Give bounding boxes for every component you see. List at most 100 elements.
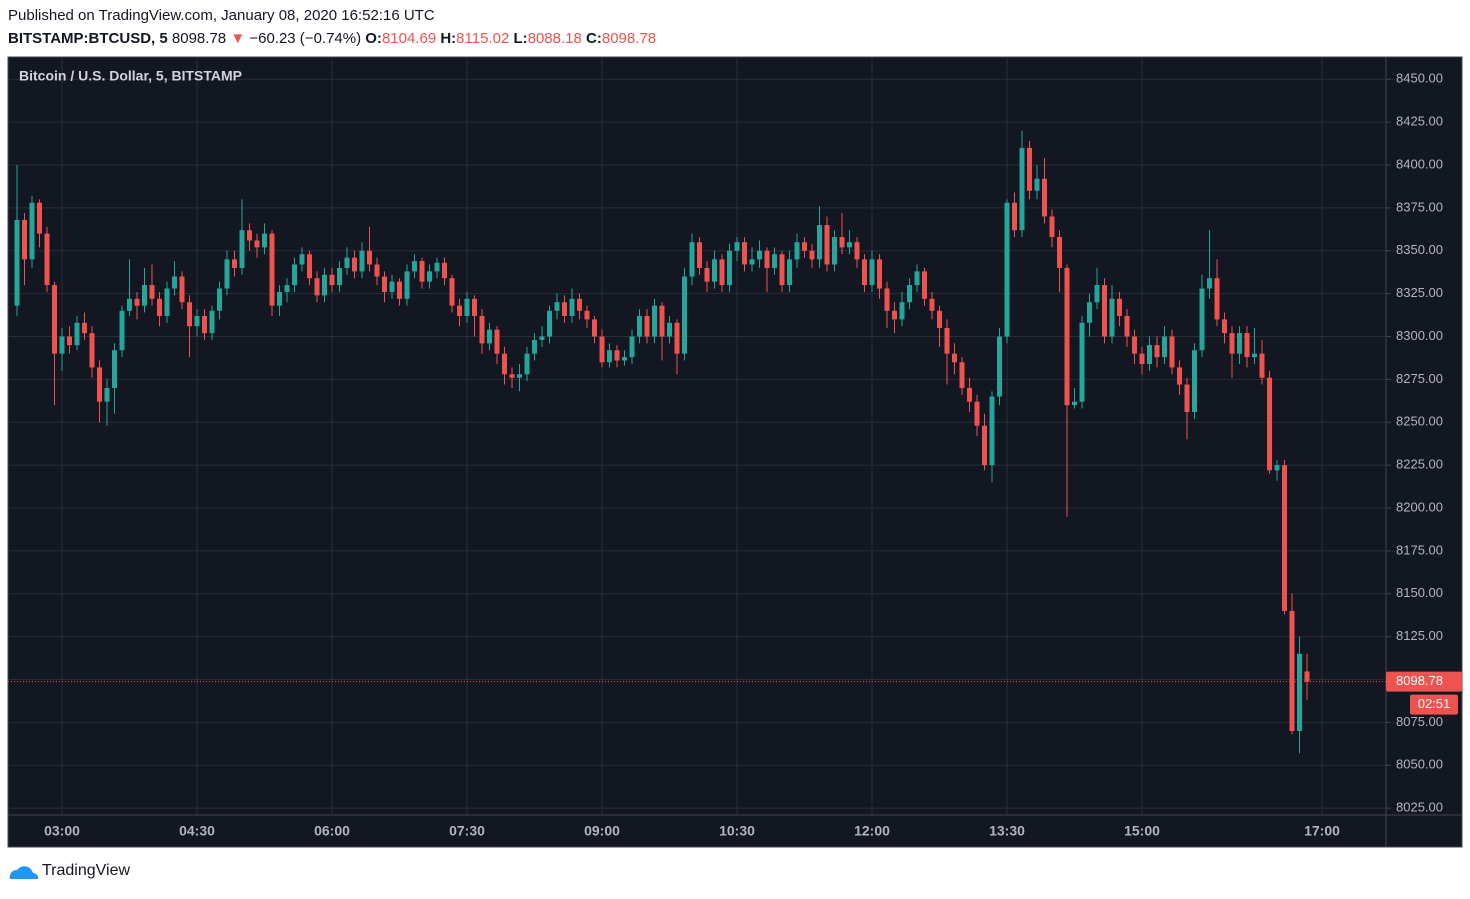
candle-body — [427, 271, 432, 282]
candle-body — [1169, 336, 1175, 368]
candle-body — [464, 298, 470, 316]
candle-body — [97, 367, 102, 402]
candle-body — [989, 396, 995, 466]
candle-body — [682, 276, 687, 354]
candle-body — [577, 298, 582, 311]
candle-body — [1207, 278, 1212, 289]
candle-body — [607, 350, 612, 363]
candle-body — [1184, 384, 1190, 412]
candle-body — [1154, 345, 1160, 358]
candle-body — [1139, 353, 1145, 364]
candle-body — [44, 233, 50, 286]
candle-body — [592, 319, 597, 337]
candle-body — [397, 281, 402, 299]
candle-body — [1079, 322, 1085, 402]
candle-body — [389, 281, 395, 292]
candle-body — [1222, 319, 1227, 334]
candle-body — [869, 259, 875, 286]
y-tick-label: 8125.00 — [1396, 628, 1443, 643]
candle-body — [929, 298, 935, 311]
logo: TradingView — [9, 862, 130, 879]
candle-body — [292, 264, 297, 286]
y-tick-label: 8400.00 — [1396, 156, 1443, 171]
candle-body — [59, 336, 65, 354]
candle-body — [734, 242, 740, 251]
y-tick-label: 8050.00 — [1396, 757, 1443, 772]
candle-body — [449, 278, 455, 306]
candle-body — [164, 288, 170, 316]
candle-body — [1087, 302, 1092, 323]
candle-body — [1192, 350, 1197, 412]
candle-body — [194, 315, 200, 327]
candle-body — [487, 329, 492, 344]
candle-body — [697, 242, 702, 268]
candle-body — [1064, 267, 1070, 406]
candle-body — [457, 305, 462, 316]
candle-body — [824, 225, 830, 265]
candle-body — [532, 339, 537, 354]
candle-body — [944, 327, 950, 354]
candle-body — [1214, 278, 1220, 320]
candle-body — [517, 374, 522, 378]
candle-body — [1049, 216, 1055, 238]
candles — [14, 130, 1310, 754]
candle-body — [74, 322, 80, 346]
candle-body — [742, 242, 747, 265]
candle-body — [952, 353, 957, 363]
x-tick-label: 06:00 — [314, 823, 350, 839]
candle-body — [82, 322, 87, 334]
candle-body — [877, 259, 882, 289]
candle-body — [884, 288, 890, 311]
candle-body — [479, 315, 485, 344]
candle-body — [839, 237, 845, 248]
candle-body — [352, 257, 357, 272]
candle-body — [622, 357, 627, 361]
x-tick-label: 15:00 — [1124, 823, 1160, 839]
candle-body — [847, 242, 852, 248]
candle-body — [1237, 333, 1242, 354]
candle-body — [262, 233, 267, 248]
l-value: 8088.18 — [528, 30, 582, 47]
candle-body — [832, 237, 837, 265]
last-price-box — [1386, 671, 1462, 692]
o-label: O: — [365, 30, 382, 47]
x-tick-label: 03:00 — [44, 823, 80, 839]
candle-body — [1057, 237, 1062, 268]
candle-body — [1259, 353, 1265, 378]
change: −60.23 (−0.74%) — [249, 30, 361, 47]
candle-body — [434, 262, 440, 272]
candle-body — [359, 250, 365, 272]
candle-body — [502, 353, 507, 375]
axes: 8025.008050.008075.008100.008125.008150.… — [8, 71, 1462, 839]
candle-body — [37, 202, 42, 234]
candle-body — [599, 336, 605, 363]
candle-body — [1027, 147, 1032, 191]
candle-body — [727, 250, 732, 286]
y-tick-label: 8150.00 — [1396, 585, 1443, 600]
last-price-label: 8098.78 — [1396, 673, 1443, 688]
candle-body — [142, 285, 147, 306]
candle-body — [89, 333, 95, 368]
candle-body — [614, 350, 620, 361]
x-tick-label: 07:30 — [449, 823, 485, 839]
candle-body — [794, 242, 800, 260]
candle-body — [674, 322, 680, 354]
candle-body — [1004, 202, 1010, 337]
candle-body — [329, 274, 335, 286]
countdown-box — [1410, 694, 1458, 715]
candle-body — [584, 310, 590, 320]
candle-body — [1177, 367, 1182, 385]
symbol-line: BITSTAMP:BTCUSD, 5 8098.78 ▼ −60.23 (−0.… — [8, 30, 656, 47]
candle-body — [239, 230, 245, 268]
h-value: 8115.02 — [456, 30, 509, 47]
x-tick-label: 10:30 — [719, 823, 755, 839]
candle-body — [52, 285, 57, 354]
candle-body — [179, 276, 185, 303]
candle-body — [1297, 653, 1302, 731]
candle-body — [134, 298, 140, 306]
candle-body — [719, 259, 725, 286]
grid — [8, 57, 1386, 815]
candle-body — [22, 219, 27, 260]
y-tick-label: 8075.00 — [1396, 714, 1443, 729]
